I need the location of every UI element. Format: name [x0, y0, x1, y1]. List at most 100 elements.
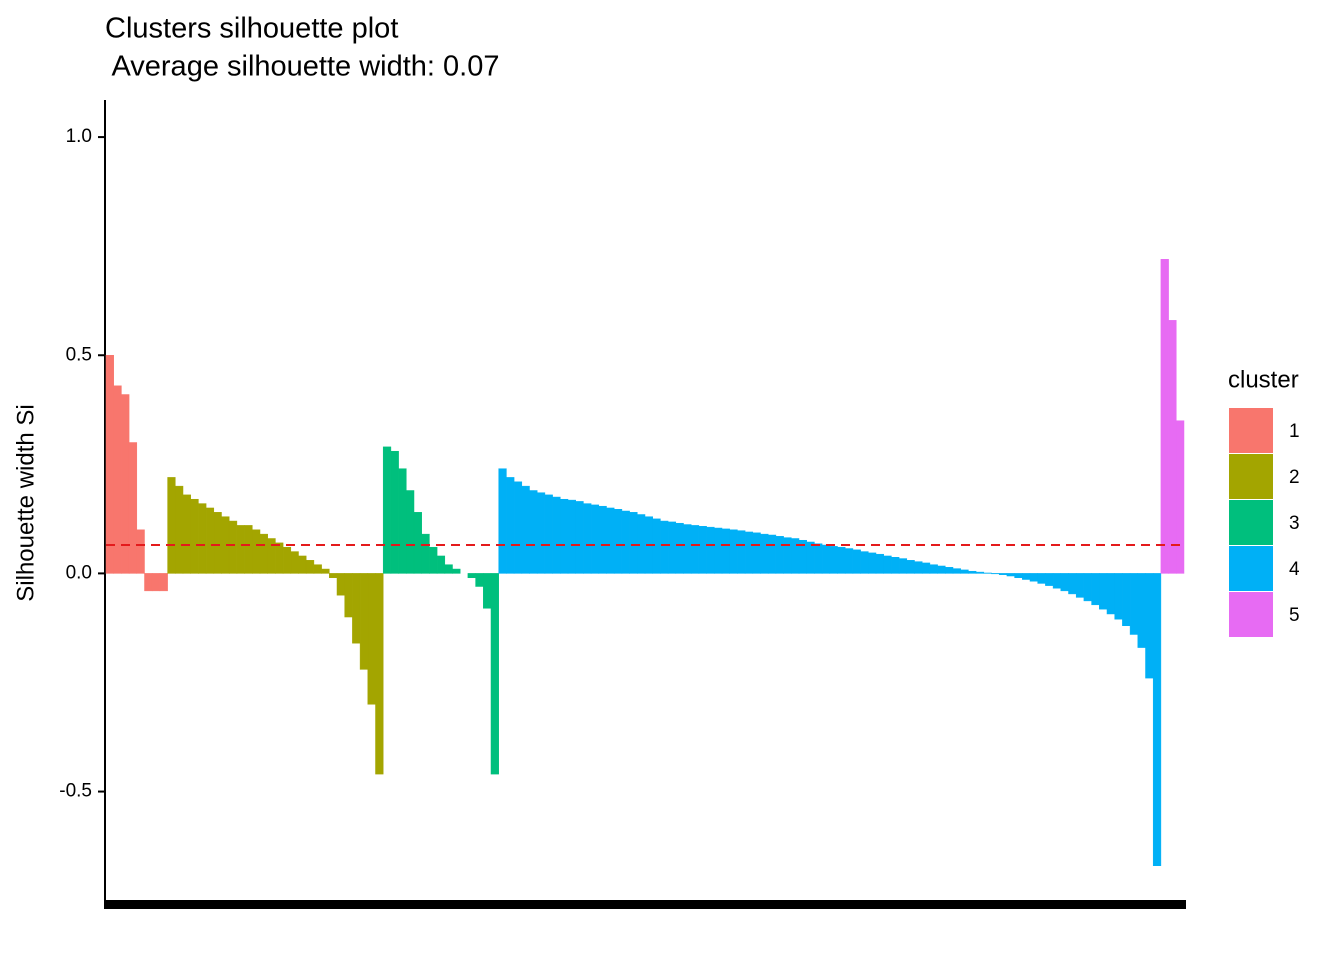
bar	[752, 532, 761, 574]
legend-key	[1229, 408, 1273, 453]
bar	[305, 560, 315, 574]
bar	[891, 557, 900, 574]
bar	[498, 468, 507, 574]
legend-label: 5	[1289, 605, 1300, 626]
bar	[914, 561, 923, 574]
bar	[952, 568, 961, 574]
legend-key	[1229, 546, 1273, 591]
bar	[413, 512, 422, 574]
bar	[868, 552, 877, 574]
bar	[883, 555, 892, 574]
bar	[714, 527, 723, 574]
bar	[336, 573, 345, 596]
bar	[290, 551, 299, 574]
bar	[236, 525, 245, 574]
bar	[706, 526, 715, 574]
bar	[1129, 573, 1139, 635]
bar	[267, 538, 276, 574]
bar	[613, 509, 623, 574]
bar	[536, 492, 546, 574]
bar	[1122, 573, 1131, 627]
bar	[452, 568, 461, 574]
bar	[444, 564, 453, 574]
bar	[475, 573, 484, 587]
bar	[660, 520, 669, 574]
bar	[1106, 573, 1115, 615]
bar	[783, 537, 792, 574]
bar	[398, 468, 407, 574]
bar	[521, 485, 530, 574]
bar	[252, 529, 261, 574]
bar	[282, 546, 292, 574]
bar	[837, 546, 846, 574]
bar	[760, 533, 769, 574]
bar	[814, 543, 823, 574]
bar	[821, 544, 831, 574]
bar	[567, 499, 576, 574]
bar	[483, 573, 492, 609]
bar	[721, 528, 730, 574]
bar	[1045, 573, 1054, 586]
bar	[683, 524, 692, 574]
bar	[490, 573, 499, 775]
legend-key	[1229, 454, 1273, 499]
bar	[791, 538, 800, 574]
bar	[1176, 420, 1185, 574]
bar	[190, 498, 199, 574]
bar	[852, 549, 861, 574]
bar	[652, 518, 661, 574]
bar	[698, 526, 707, 574]
bar	[598, 505, 607, 574]
bar	[167, 477, 176, 574]
bar	[621, 510, 630, 574]
bar	[313, 564, 322, 574]
bar	[128, 442, 138, 574]
bar	[552, 496, 561, 574]
bar	[298, 555, 307, 574]
bar	[359, 573, 369, 670]
bar	[228, 520, 238, 574]
bar	[1075, 573, 1085, 598]
bar	[929, 564, 938, 574]
bar	[875, 553, 884, 574]
bar	[590, 504, 600, 574]
bar	[1029, 573, 1038, 582]
bar	[436, 555, 446, 574]
bar	[1168, 320, 1177, 574]
bar	[1114, 573, 1123, 620]
bar	[506, 477, 515, 574]
bar	[159, 573, 168, 592]
bar	[529, 490, 538, 574]
bar	[1060, 573, 1069, 592]
bar	[829, 546, 838, 574]
bar	[1052, 573, 1062, 589]
bar	[637, 514, 646, 574]
bar	[1037, 573, 1046, 584]
bar	[937, 565, 946, 574]
bar	[1006, 573, 1015, 577]
bar	[975, 571, 985, 574]
bar	[744, 531, 754, 574]
bar	[968, 570, 977, 574]
bar	[729, 529, 738, 574]
bar	[105, 354, 114, 574]
chart-subtitle: Average silhouette width: 0.07	[105, 51, 499, 83]
y-tick-label: 0.0	[66, 562, 92, 583]
bar	[667, 521, 677, 574]
bar	[121, 394, 130, 574]
bar	[945, 567, 954, 574]
bar	[690, 525, 700, 574]
bar	[275, 542, 284, 574]
chart-title: Clusters silhouette plot	[105, 13, 398, 45]
bar	[906, 560, 915, 574]
legend-label: 1	[1289, 421, 1300, 442]
bar	[352, 573, 361, 644]
bar	[1091, 573, 1100, 606]
y-tick-label: -0.5	[59, 781, 92, 802]
bar	[344, 573, 353, 618]
bar	[921, 562, 931, 574]
bar	[198, 503, 207, 574]
bar	[329, 573, 338, 579]
bar	[244, 525, 253, 574]
